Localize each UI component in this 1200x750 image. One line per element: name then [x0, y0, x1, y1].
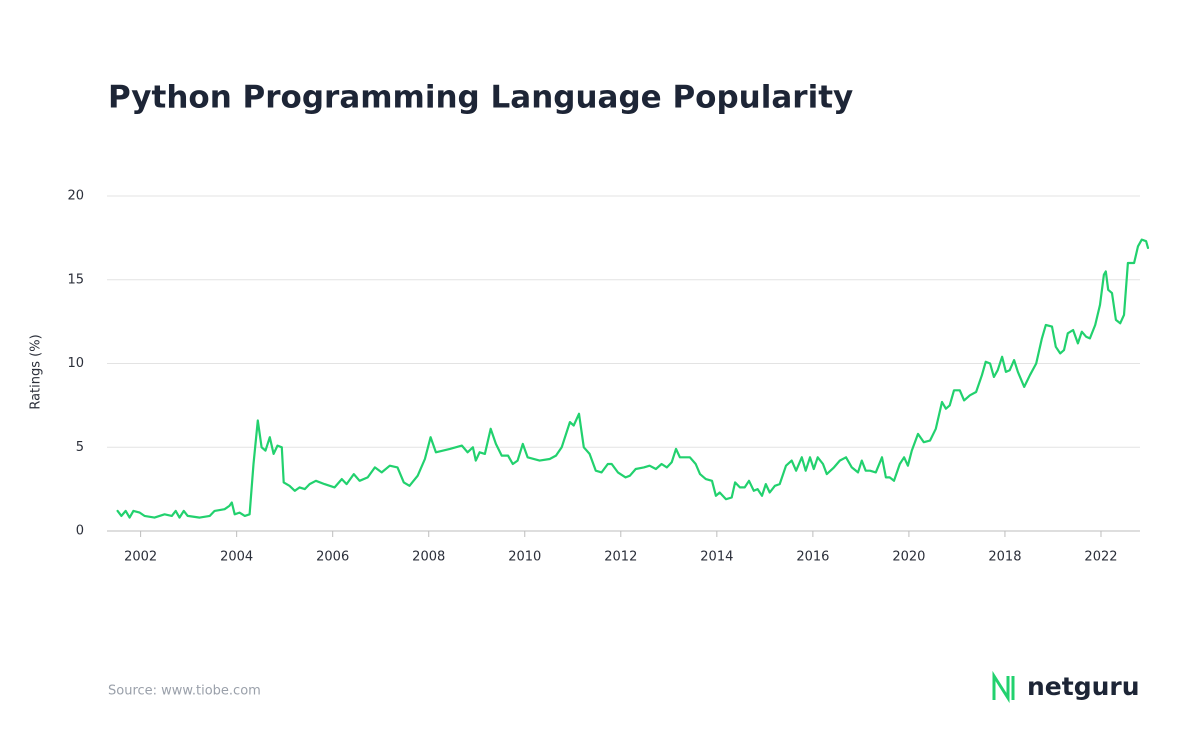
x-tick-label: 2014: [700, 550, 733, 565]
x-tick-label: 2008: [412, 550, 445, 565]
brand-logo: [992, 670, 1015, 704]
source: Source: www.tiobe.com: [108, 684, 261, 699]
x-tick-label: 2004: [220, 550, 253, 565]
x-tick-label: 2002: [124, 550, 157, 565]
x-tick-label: 2006: [316, 550, 349, 565]
y-tick-label: 0: [76, 524, 84, 539]
x-tick-label: 2010: [508, 550, 541, 565]
x-tick-label: 2020: [892, 550, 925, 565]
y-tick-label: 10: [67, 356, 84, 371]
line: [116, 238, 1150, 519]
y-tick-label: 20: [67, 189, 84, 204]
x-tick-label: 2022: [1084, 550, 1117, 565]
brand: netguru: [1027, 672, 1140, 701]
chart-title: Python Programming Language Popularity: [108, 80, 853, 116]
y-tick-label: 15: [67, 272, 84, 287]
x-tick-label: 2012: [604, 550, 637, 565]
y-tick-label: 5: [76, 440, 84, 455]
y-axis-label: Ratings (%): [29, 334, 44, 409]
x-tick-label: 2018: [988, 550, 1021, 565]
x-tick-label: 2016: [796, 550, 829, 565]
